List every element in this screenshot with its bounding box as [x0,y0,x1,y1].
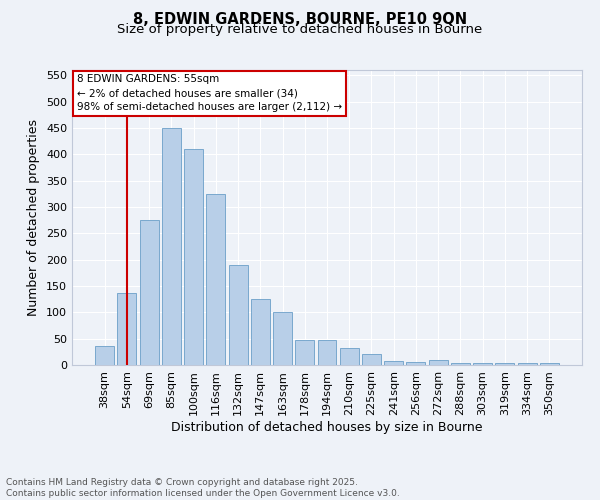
Text: 8, EDWIN GARDENS, BOURNE, PE10 9QN: 8, EDWIN GARDENS, BOURNE, PE10 9QN [133,12,467,28]
Bar [206,194,225,365]
Bar [162,128,181,365]
Bar [540,364,559,365]
X-axis label: Distribution of detached houses by size in Bourne: Distribution of detached houses by size … [171,420,483,434]
Bar [229,265,248,365]
Text: Size of property relative to detached houses in Bourne: Size of property relative to detached ho… [118,22,482,36]
Bar [451,364,470,365]
Bar [95,346,114,365]
Text: 8 EDWIN GARDENS: 55sqm
← 2% of detached houses are smaller (34)
98% of semi-deta: 8 EDWIN GARDENS: 55sqm ← 2% of detached … [77,74,342,112]
Bar [340,348,359,365]
Bar [118,293,136,365]
Bar [317,340,337,365]
Bar [473,364,492,365]
Bar [496,364,514,365]
Bar [140,220,158,365]
Bar [273,312,292,365]
Bar [362,354,381,365]
Bar [406,362,425,365]
Bar [295,340,314,365]
Bar [518,364,536,365]
Bar [429,360,448,365]
Y-axis label: Number of detached properties: Number of detached properties [28,119,40,316]
Bar [384,362,403,365]
Bar [184,149,203,365]
Bar [251,299,270,365]
Text: Contains HM Land Registry data © Crown copyright and database right 2025.
Contai: Contains HM Land Registry data © Crown c… [6,478,400,498]
